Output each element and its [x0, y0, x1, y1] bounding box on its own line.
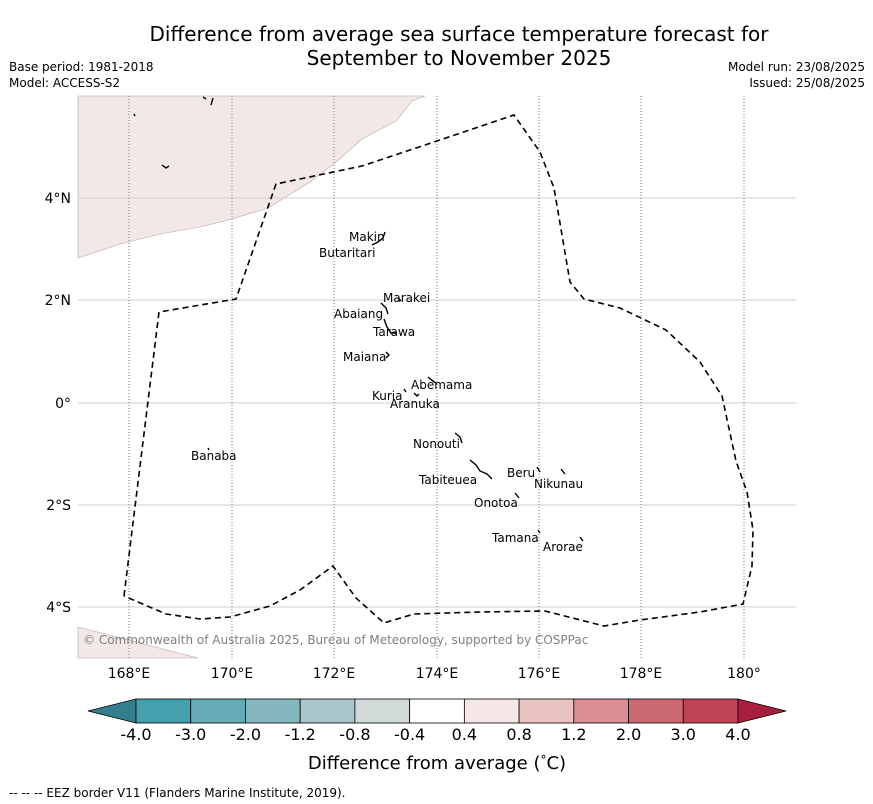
colorbar-swatch [573, 698, 629, 724]
colorbar-swatch [409, 698, 465, 724]
colorbar-tick-label: -0.8 [339, 725, 370, 744]
copyright-notice: © Commonwealth of Australia 2025, Bureau… [83, 633, 588, 647]
colorbar-tick-label: -1.2 [285, 725, 316, 744]
colorbar-tick-label: -3.0 [175, 725, 206, 744]
label-abemama: Abemama [411, 378, 472, 392]
lon-gridlines [128, 96, 745, 658]
colorbar-tick-label: 3.0 [671, 725, 696, 744]
model-run: Model run: 23/08/2025 [727, 60, 865, 74]
base-period: Base period: 1981-2018 [9, 60, 154, 74]
label-butaritari: Butaritari [319, 246, 376, 260]
island-tamana-shape [537, 529, 541, 534]
eez-footnote: -- -- -- EEZ border V11 (Flanders Marine… [9, 786, 346, 800]
label-arorae: Arorae [543, 540, 583, 554]
lat-label-4s: 4°S [46, 600, 71, 616]
label-tabiteuea: Tabiteuea [418, 473, 477, 487]
colorbar-swatch [190, 698, 246, 724]
label-kuria: Kuria [372, 389, 403, 403]
lon-label-170e: 170°E [211, 666, 254, 682]
island-banaba-shape [207, 447, 210, 451]
island-nikunau-shape [560, 468, 566, 475]
label-abaiang: Abaiang [334, 307, 383, 321]
lon-label-178e: 178°E [620, 666, 663, 682]
label-makin: Makin [349, 230, 385, 244]
label-maiana: Maiana [343, 350, 386, 364]
issued-date: Issued: 25/08/2025 [749, 76, 865, 90]
colorbar [87, 698, 787, 724]
model-name: Model: ACCESS-S2 [9, 76, 121, 90]
lon-label-176e: 176°E [518, 666, 561, 682]
map-title: Difference from average sea surface temp… [0, 22, 873, 70]
label-tarawa: Tarawa [372, 325, 415, 339]
label-aranuka: Aranuka [390, 397, 440, 411]
colorbar-under-arrow [87, 698, 137, 724]
island-labels: Makin Butaritari Marakei Abaiang Tarawa … [191, 230, 583, 554]
colorbar-title: Difference from average (°C) [308, 753, 566, 774]
colorbar-tick-label: -0.4 [394, 725, 425, 744]
island-arorae-shape [579, 536, 584, 542]
island-outlines [133, 96, 584, 542]
island-small-1 [133, 113, 136, 117]
label-nikunau: Nikunau [534, 477, 583, 491]
island-small-3 [161, 164, 170, 169]
island-maiana-shape [385, 351, 390, 359]
island-beru-shape [536, 466, 541, 473]
lon-label-180: 180° [727, 666, 761, 682]
lon-label-174e: 174°E [416, 666, 459, 682]
colorbar-tick-label: 0.4 [452, 725, 477, 744]
label-marakei: Marakei [383, 291, 430, 305]
label-nonouti: Nonouti [413, 437, 460, 451]
island-abaiang-shape [380, 302, 389, 315]
colorbar-swatch [135, 698, 192, 724]
title-line-2: September to November 2025 [306, 46, 612, 70]
island-tabiteuea-shape [469, 459, 493, 480]
label-beru: Beru [507, 466, 535, 480]
island-abemama-shape [427, 376, 437, 384]
colorbar-tick-label: 4.0 [725, 725, 750, 744]
colorbar-swatch [245, 698, 301, 724]
lat-label-2n: 2°N [45, 293, 71, 309]
island-small-2 [202, 96, 214, 106]
title-line-1: Difference from average sea surface temp… [149, 22, 769, 46]
island-butaritari-shape [371, 231, 386, 246]
island-kuria-shape [403, 388, 407, 393]
colorbar-tick-label: -2.0 [230, 725, 261, 744]
island-tarawa-shape [383, 318, 396, 334]
label-tamana: Tamana [491, 531, 539, 545]
colorbar-swatch [682, 698, 739, 724]
colorbar-over-arrow [737, 698, 787, 724]
colorbar-tick-labels: -4.0 -3.0 -2.0 -1.2 -0.8 -0.4 0.4 0.8 1.2 2.0 3.0 4… [120, 725, 750, 744]
colorbar-tick-label: 2.0 [616, 725, 641, 744]
lat-label-4n: 4°N [45, 191, 71, 207]
colorbar-swatches [135, 698, 739, 724]
lat-label-0: 0° [55, 396, 71, 412]
lon-label-172e: 172°E [313, 666, 356, 682]
colorbar-swatch [354, 698, 411, 724]
lon-axis-labels: 168°E 170°E 172°E 174°E 176°E 178°E 180° [108, 666, 761, 682]
colorbar-tick-label: 0.8 [506, 725, 531, 744]
colorbar-tick-label: 1.2 [561, 725, 586, 744]
island-nonouti-shape [454, 432, 463, 444]
colorbar-swatch [628, 698, 684, 724]
lat-label-2s: 2°S [46, 498, 71, 514]
island-marakei-shape [397, 297, 402, 302]
colorbar-swatch [463, 698, 520, 724]
island-aranuka-shape [413, 392, 420, 397]
label-banaba: Banaba [191, 449, 237, 463]
colorbar-swatch [299, 698, 356, 724]
lat-axis-labels: 4°N 2°N 0° 2°S 4°S [45, 191, 72, 616]
label-onotoa: Onotoa [474, 496, 518, 510]
colorbar-swatch [518, 698, 575, 724]
island-onotoa-shape [514, 492, 520, 499]
land-area-south [77, 626, 199, 659]
lon-label-168e: 168°E [108, 666, 151, 682]
colorbar-tick-label: -4.0 [120, 725, 151, 744]
land-area-north [77, 95, 426, 259]
